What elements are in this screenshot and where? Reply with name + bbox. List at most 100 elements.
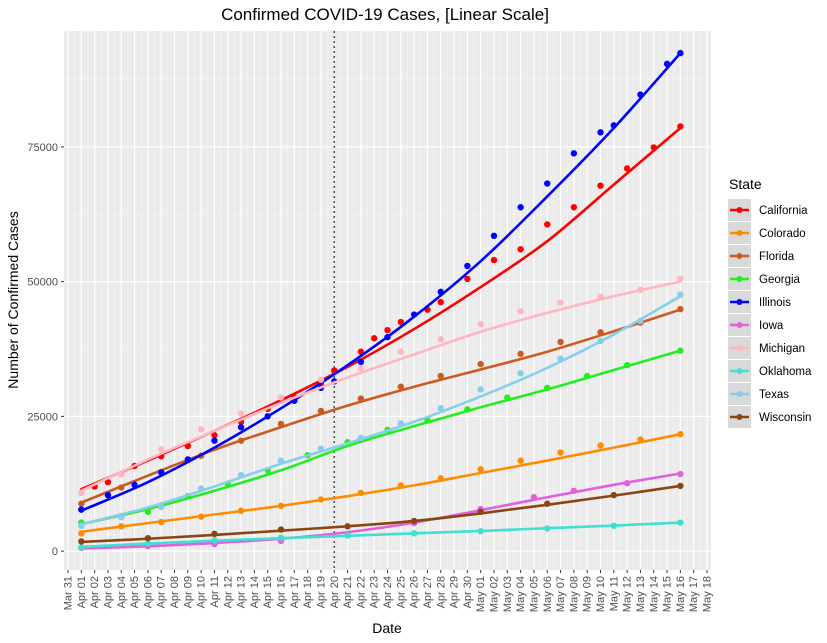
data-point	[211, 432, 218, 439]
data-point	[211, 437, 218, 444]
x-tick-label: Apr 19	[315, 576, 327, 608]
data-point	[517, 246, 524, 253]
legend-label: California	[759, 205, 808, 217]
series-oklahoma	[78, 519, 684, 551]
data-point	[557, 338, 564, 346]
x-tick-label: Apr 26	[409, 576, 421, 608]
data-point	[597, 129, 604, 136]
x-tick-label: Apr 21	[342, 576, 354, 608]
data-point	[437, 405, 444, 412]
data-point	[544, 221, 551, 228]
trend-line	[80, 349, 682, 526]
x-tick-label: Apr 11	[209, 576, 221, 608]
x-tick-label: Apr 18	[302, 576, 314, 608]
legend: State California Colorado Florida Georgia Il…	[728, 176, 812, 428]
x-tick-label: May 03	[502, 576, 514, 612]
data-point	[597, 182, 604, 189]
legend-item-colorado: Colorado	[728, 222, 806, 244]
trend-line	[80, 280, 682, 493]
x-tick-label: Apr 03	[102, 576, 114, 608]
trend-line	[80, 472, 682, 550]
x-tick-label: Apr 10	[196, 576, 208, 608]
x-tick-label: Apr 06	[142, 576, 154, 608]
x-tick-label: May 06	[542, 576, 554, 612]
data-point	[397, 318, 405, 326]
legend-key-point	[736, 414, 743, 420]
y-axis-title: Number of Confirmed Cases	[5, 211, 21, 388]
data-point	[477, 360, 484, 368]
data-point	[437, 336, 444, 343]
x-tick-label: May 04	[515, 576, 527, 612]
data-point	[197, 426, 205, 433]
legend-label: Colorado	[759, 228, 806, 240]
y-tick-label: 50000	[27, 277, 58, 289]
x-tick-label: May 18	[702, 576, 714, 612]
x-tick-label: Apr 08	[169, 576, 181, 608]
data-point	[370, 335, 378, 342]
y-tick-label: 75000	[27, 142, 58, 154]
data-point	[157, 446, 165, 453]
legend-key-point	[736, 230, 743, 236]
x-tick-label: Mar 31	[63, 576, 75, 610]
data-point	[623, 165, 631, 172]
x-tick-label: May 10	[595, 576, 607, 612]
x-tick-label: Apr 14	[249, 576, 261, 608]
x-tick-label: Apr 24	[382, 576, 394, 608]
x-tick-label: Apr 15	[262, 576, 274, 608]
data-point	[357, 365, 365, 372]
x-tick-label: May 09	[582, 576, 594, 612]
x-tick-label: May 08	[568, 576, 580, 612]
legend-item-wisconsin: Wisconsin	[728, 406, 811, 428]
data-point	[317, 376, 325, 383]
x-tick-label: May 14	[648, 576, 660, 612]
y-axis: 0 25000 50000 75000	[27, 142, 64, 558]
data-point	[477, 321, 484, 328]
x-axis: Mar 31 Apr 01 Apr 02 Apr 03 Apr 04 Apr 05 Apr …	[63, 570, 714, 612]
data-point	[384, 326, 391, 334]
x-tick-label: May 07	[555, 576, 567, 612]
chart-title: Confirmed COVID-19 Cases, [Linear Scale]	[221, 5, 549, 24]
x-tick-label: Apr 30	[462, 576, 474, 608]
x-tick-label: May 05	[528, 576, 540, 612]
trend-line	[80, 308, 682, 504]
data-point	[464, 275, 471, 283]
legend-key-point	[736, 207, 743, 213]
x-tick-label: May 17	[688, 576, 700, 612]
data-point	[237, 423, 245, 431]
x-tick-label: May 13	[635, 576, 647, 612]
data-point	[437, 298, 444, 306]
x-tick-label: Apr 22	[355, 576, 367, 608]
x-tick-label: Apr 01	[76, 576, 88, 608]
x-tick-label: Apr 17	[289, 576, 301, 608]
legend-label: Illinois	[759, 297, 791, 309]
series-wisconsin	[78, 482, 684, 545]
data-point	[397, 383, 405, 390]
data-point	[397, 348, 405, 355]
x-tick-label: Apr 02	[89, 576, 101, 608]
data-point	[104, 491, 112, 499]
legend-item-oklahoma: Oklahoma	[728, 360, 812, 382]
data-point	[517, 204, 524, 211]
x-tick-label: May 12	[622, 576, 634, 612]
x-tick-label: Apr 25	[395, 576, 407, 608]
x-tick-label: Apr 20	[329, 576, 341, 608]
data-point	[277, 394, 285, 401]
legend-key-point	[736, 322, 743, 328]
data-point	[490, 256, 498, 264]
x-tick-label: Apr 05	[129, 576, 141, 608]
legend-item-texas: Texas	[728, 383, 789, 405]
legend-key-point	[736, 299, 743, 305]
data-point	[557, 299, 564, 306]
legend-item-florida: Florida	[728, 245, 795, 267]
series-layer	[78, 49, 684, 552]
legend-item-georgia: Georgia	[728, 268, 801, 290]
series-florida	[78, 305, 684, 507]
trend-line	[80, 521, 682, 549]
legend-label: Wisconsin	[759, 412, 811, 424]
legend-item-iowa: Iowa	[728, 314, 784, 336]
data-point	[570, 204, 578, 211]
legend-key-point	[736, 276, 743, 282]
x-tick-label: Apr 28	[435, 576, 447, 608]
legend-item-illinois: Illinois	[728, 291, 791, 313]
x-tick-label: Apr 07	[156, 576, 168, 608]
